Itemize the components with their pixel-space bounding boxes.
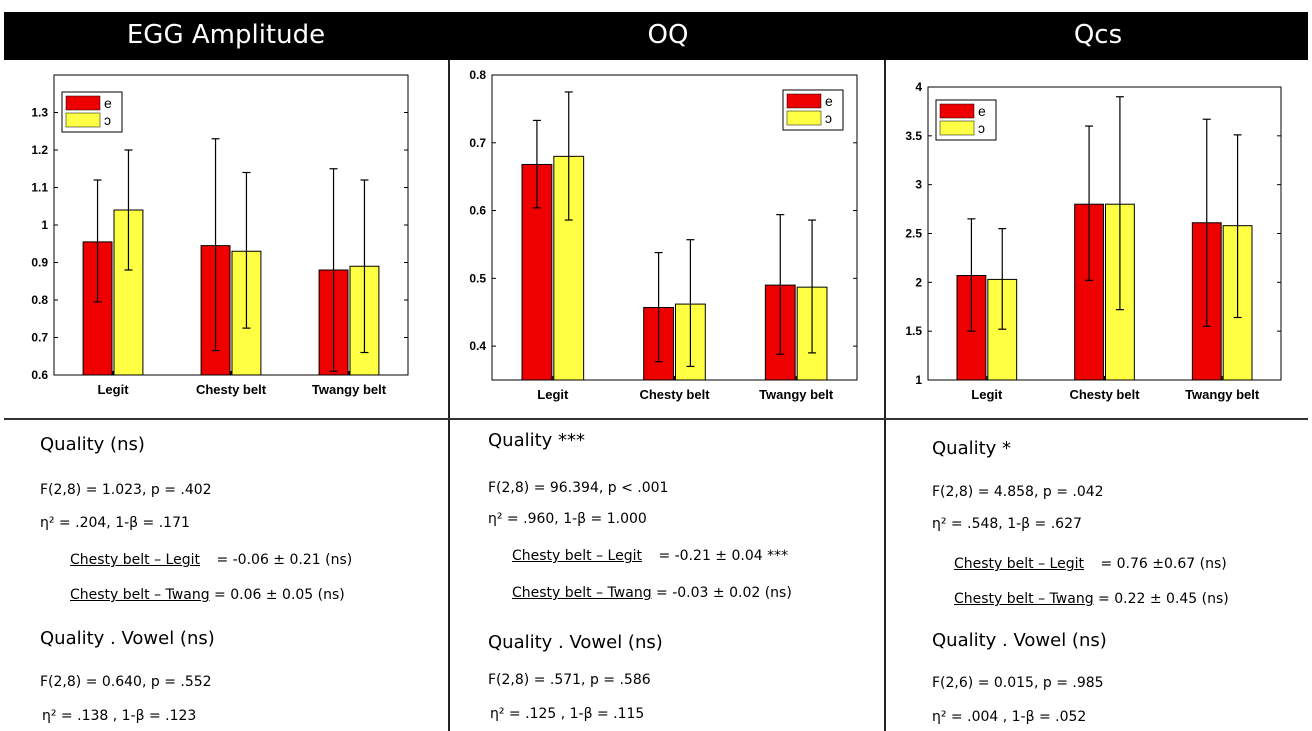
comparison-row: Chesty belt – Twang = 0.22 ± 0.45 (ns) — [954, 591, 1229, 607]
legend-swatch-e — [786, 93, 822, 109]
panel-title-egg-amplitude: EGG Amplitude — [126, 20, 326, 50]
y-tick-label: 0.9 — [31, 256, 48, 270]
comparison-label: Chesty belt – Legit — [70, 552, 200, 568]
interaction-heading: Quality . Vowel (ns) — [488, 632, 663, 653]
comparison-row: Chesty belt – Legit = 0.76 ±0.67 (ns) — [954, 556, 1227, 572]
interaction-heading: Quality . Vowel (ns) — [40, 628, 215, 649]
effect-size: η² = .138 , 1-β = .123 — [42, 708, 197, 724]
y-tick-label: 2 — [915, 275, 922, 289]
y-tick-label: 1 — [41, 218, 48, 232]
f-statistic: F(2,8) = 4.858, p = .042 — [932, 484, 1104, 500]
f-statistic: F(2,8) = 1.023, p = .402 — [40, 482, 212, 498]
x-tick-label: Chesty belt — [196, 382, 267, 397]
y-tick-label: 0.4 — [469, 339, 486, 353]
x-tick-label: Legit — [537, 387, 569, 402]
title-bar: EGG Amplitude OQ Qcs — [4, 12, 1308, 60]
comparison-row: Chesty belt – Twang = -0.03 ± 0.02 (ns) — [512, 585, 792, 601]
x-tick-label: Legit — [97, 382, 129, 397]
comparison-row: Chesty belt – Legit = -0.06 ± 0.21 (ns) — [70, 552, 352, 568]
effect-size: η² = .204, 1-β = .171 — [40, 515, 190, 531]
legend-swatch-o — [65, 112, 101, 128]
interaction-heading: Quality . Vowel (ns) — [932, 630, 1107, 651]
comparison-value: = -0.06 ± 0.21 (ns) — [216, 552, 353, 568]
y-tick-label: 1.2 — [31, 143, 48, 157]
comparison-label: Chesty belt – Legit — [954, 556, 1084, 572]
y-tick-label: 0.8 — [469, 68, 486, 82]
effect-size: η² = .125 , 1-β = .115 — [490, 706, 645, 722]
y-tick-label: 0.8 — [31, 293, 48, 307]
f-statistic: F(2,6) = 0.015, p = .985 — [932, 675, 1104, 691]
comparison-label: Chesty belt – Twang — [70, 587, 210, 603]
legend-swatch-e — [939, 103, 975, 119]
quality-heading: Quality * — [932, 438, 1012, 459]
y-tick-label: 1.3 — [31, 106, 48, 120]
y-tick-label: 1.5 — [905, 324, 922, 338]
x-tick-label: Legit — [971, 387, 1003, 402]
comparison-label: Chesty belt – Legit — [512, 548, 642, 564]
stats-panel-egg-amplitude: Quality (ns) F(2,8) = 1.023, p = .402 η²… — [40, 420, 444, 731]
comparison-value: = 0.76 ±0.67 (ns) — [1100, 556, 1227, 572]
effect-size: η² = .004 , 1-β = .052 — [932, 709, 1087, 725]
comparison-row: Chesty belt – Legit = -0.21 ± 0.04 *** — [512, 548, 788, 564]
comparison-value: = 0.22 ± 0.45 (ns) — [1098, 591, 1229, 607]
comparison-value: = 0.06 ± 0.05 (ns) — [214, 587, 345, 603]
effect-size: η² = .960, 1-β = 1.000 — [488, 511, 647, 527]
legend-label: ɔ — [825, 110, 832, 126]
panel-title-oq: OQ — [647, 20, 689, 50]
quality-heading: Quality (ns) — [40, 434, 145, 455]
stats-panel-oq: Quality *** F(2,8) = 96.394, p < .001 η²… — [488, 420, 880, 731]
y-tick-label: 0.5 — [469, 271, 486, 285]
y-tick-label: 3.5 — [905, 129, 922, 143]
chart-oq: 0.4 0.5 0.6 0.7 0.8 Legit Chesty belt Twangy be… — [469, 68, 858, 402]
comparison-row: Chesty belt – Twang = 0.06 ± 0.05 (ns) — [70, 587, 345, 603]
y-tick-label: 2.5 — [905, 227, 922, 241]
y-tick-label: 1.1 — [31, 181, 48, 195]
comparison-label: Chesty belt – Twang — [954, 591, 1094, 607]
x-tick-label: Twangy belt — [759, 387, 834, 402]
chart-qcs: 1 1.5 2 2.5 3 3.5 4 Legit Chesty belt Twangy belt… — [905, 80, 1282, 402]
quality-heading: Quality *** — [488, 430, 586, 451]
column-divider — [884, 60, 886, 731]
y-tick-label: 0.7 — [31, 331, 48, 345]
comparison-value: = -0.21 ± 0.04 *** — [658, 548, 789, 564]
legend-swatch-e — [65, 95, 101, 111]
x-tick-label: Chesty belt — [639, 387, 710, 402]
panel-title-qcs: Qcs — [1073, 20, 1123, 50]
effect-size: η² = .548, 1-β = .627 — [932, 516, 1082, 532]
comparison-label: Chesty belt – Twang — [512, 585, 652, 601]
f-statistic: F(2,8) = .571, p = .586 — [488, 672, 651, 688]
legend-label: e — [978, 103, 986, 119]
y-tick-label: 0.6 — [469, 204, 486, 218]
y-tick-label: 3 — [915, 178, 922, 192]
y-tick-label: 0.7 — [469, 136, 486, 150]
y-tick-label: 4 — [915, 80, 922, 94]
comparison-value: = -0.03 ± 0.02 (ns) — [656, 585, 792, 601]
f-statistic: F(2,8) = 0.640, p = .552 — [40, 674, 212, 690]
f-statistic: F(2,8) = 96.394, p < .001 — [488, 480, 669, 496]
row-divider — [4, 418, 1308, 420]
legend-swatch-o — [939, 120, 975, 136]
y-tick-label: 1 — [915, 373, 922, 387]
y-tick-label: 0.6 — [31, 368, 48, 382]
stats-panel-qcs: Quality * F(2,8) = 4.858, p = .042 η² = … — [932, 420, 1308, 731]
x-tick-label: Chesty belt — [1069, 387, 1140, 402]
legend-label: e — [104, 95, 112, 111]
x-tick-label: Twangy belt — [312, 382, 387, 397]
x-tick-label: Twangy belt — [1185, 387, 1260, 402]
legend-swatch-o — [786, 110, 822, 126]
column-divider — [448, 60, 450, 731]
chart-egg-amplitude: 0.6 0.7 0.8 0.9 1 1.1 1.2 1.3 Legit Chesty belt Tw… — [31, 74, 409, 397]
legend-label: ɔ — [978, 120, 985, 136]
legend-label: e — [825, 93, 833, 109]
legend-label: ɔ — [104, 112, 111, 128]
